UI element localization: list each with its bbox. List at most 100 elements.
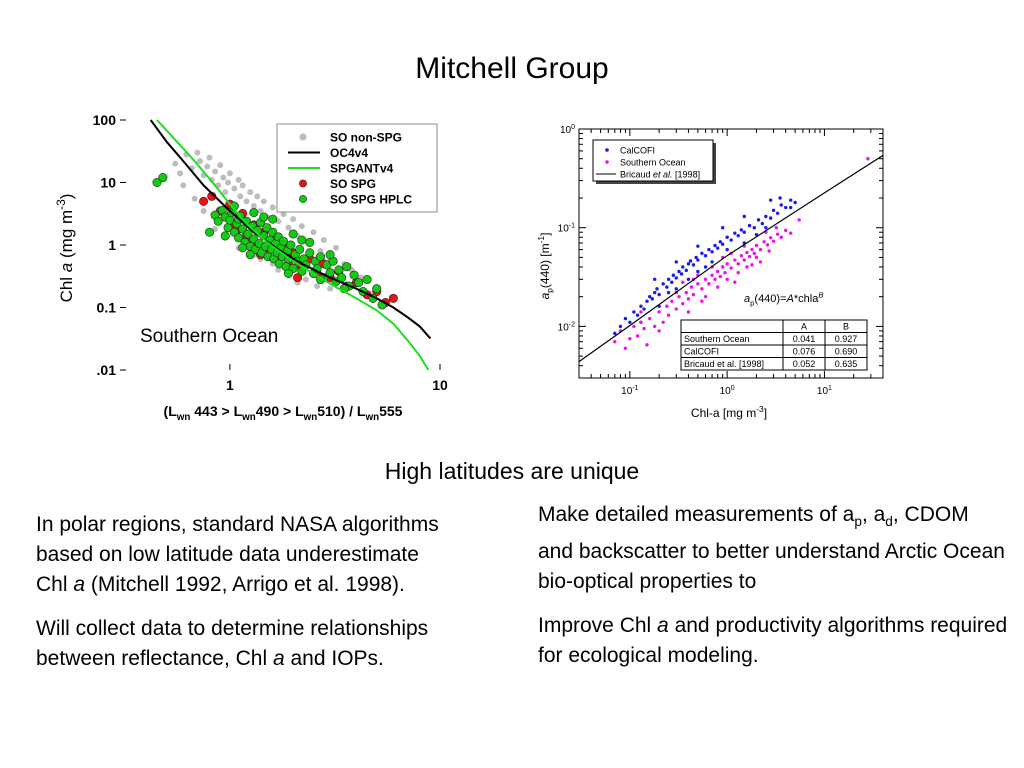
- point-southern-ocean: [632, 324, 636, 329]
- point-southern-ocean: [797, 218, 801, 222]
- point-calcofi: [775, 211, 780, 215]
- point-calcofi: [742, 230, 746, 234]
- point-calcofi: [613, 331, 617, 336]
- legend-marker-southern-ocean: [605, 160, 609, 164]
- point-calcofi: [688, 259, 693, 263]
- point-southern-ocean: [762, 240, 766, 244]
- point-so-non-spg: [200, 207, 207, 214]
- point-so-non-spg: [275, 266, 282, 273]
- point-southern-ocean: [635, 334, 640, 338]
- point-so-non-spg: [269, 204, 276, 211]
- point-calcofi: [657, 292, 661, 297]
- point-southern-ocean: [700, 299, 704, 303]
- point-so-spg: [199, 196, 209, 206]
- coef-table-header: A: [801, 322, 807, 332]
- point-southern-ocean: [752, 251, 756, 256]
- point-so-non-spg: [225, 179, 232, 186]
- point-calcofi: [661, 282, 665, 286]
- legend-label-spgantv4: SPGANTv4: [330, 162, 394, 176]
- point-calcofi: [681, 265, 685, 269]
- point-calcofi: [710, 250, 714, 254]
- point-calcofi: [635, 313, 640, 317]
- point-southern-ocean: [725, 262, 729, 266]
- y-tick-label: 1: [108, 237, 116, 253]
- point-calcofi: [768, 216, 773, 220]
- point-calcofi: [703, 265, 708, 269]
- point-calcofi: [632, 310, 636, 314]
- point-so-spg-hplc: [243, 229, 253, 239]
- point-calcofi: [653, 290, 657, 295]
- legend-marker-calcofi: [605, 148, 609, 152]
- point-calcofi: [736, 233, 740, 238]
- point-calcofi: [679, 272, 684, 276]
- legend-label-bricaud-et-al-1998: Bricaud et al. [1998]: [620, 170, 700, 180]
- point-so-spg-hplc: [213, 216, 223, 226]
- y-tick-label: 0.1: [97, 300, 117, 316]
- point-southern-ocean: [784, 228, 788, 233]
- line-oc4v4: [149, 119, 432, 340]
- coef-table-cell: CalCOFI: [684, 347, 719, 357]
- point-calcofi: [752, 225, 756, 230]
- point-calcofi: [788, 198, 793, 202]
- point-calcofi: [677, 269, 681, 274]
- point-so-non-spg: [180, 182, 187, 189]
- point-so-spg-hplc: [152, 178, 162, 188]
- point-calcofi: [665, 285, 669, 289]
- point-so-spg-hplc: [234, 233, 244, 243]
- point-so-spg-hplc: [295, 244, 305, 254]
- point-so-non-spg: [243, 198, 250, 205]
- point-southern-ocean: [775, 232, 780, 236]
- point-calcofi: [686, 277, 691, 282]
- point-southern-ocean: [639, 310, 643, 314]
- point-calcofi: [716, 246, 720, 250]
- point-southern-ocean: [691, 292, 696, 297]
- point-so-non-spg: [239, 182, 246, 189]
- point-calcofi: [666, 290, 671, 295]
- line-spgantv4: [156, 119, 430, 371]
- point-so-non-spg: [206, 154, 213, 161]
- point-calcofi: [700, 251, 704, 256]
- point-calcofi: [674, 287, 678, 291]
- point-southern-ocean: [742, 258, 746, 262]
- point-calcofi: [684, 268, 688, 273]
- point-calcofi: [650, 297, 654, 301]
- point-southern-ocean: [716, 269, 720, 274]
- point-so-non-spg: [320, 237, 327, 244]
- point-so-spg-hplc: [334, 265, 344, 275]
- y-axis-label: ap(440) [m-1]: [536, 233, 554, 300]
- chart-annotation: Southern Ocean: [140, 326, 278, 347]
- point-calcofi: [653, 277, 657, 282]
- point-calcofi: [764, 214, 768, 219]
- point-southern-ocean: [771, 239, 776, 243]
- point-so-non-spg: [247, 189, 254, 196]
- point-southern-ocean: [750, 247, 754, 252]
- point-so-non-spg: [220, 174, 227, 181]
- point-so-non-spg: [231, 185, 238, 192]
- x-tick-label: 101​: [817, 385, 832, 397]
- point-so-non-spg: [314, 283, 321, 290]
- right-paragraph-2: Improve Chl a and productivity algorithm…: [538, 614, 1008, 668]
- left-paragraph-2: Will collect data to determine relations…: [36, 617, 429, 670]
- point-southern-ocean: [689, 285, 694, 289]
- point-southern-ocean: [788, 231, 793, 235]
- point-southern-ocean: [733, 280, 737, 284]
- point-calcofi: [720, 242, 725, 246]
- point-so-spg-hplc: [362, 275, 372, 285]
- point-calcofi: [713, 243, 717, 248]
- point-calcofi: [729, 238, 733, 242]
- right-text-block: Make detailed measurements of ap, ad, CD…: [538, 500, 1008, 685]
- point-calcofi: [747, 223, 752, 228]
- left-paragraph-1: In polar regions, standard NASA algorith…: [36, 513, 439, 596]
- point-calcofi: [686, 262, 691, 266]
- legend-label-so-non-spg: SO non-SPG: [330, 131, 402, 145]
- point-so-non-spg: [298, 223, 305, 230]
- point-southern-ocean: [657, 329, 661, 333]
- point-southern-ocean: [653, 324, 657, 329]
- point-southern-ocean: [754, 255, 759, 260]
- point-so-non-spg: [217, 162, 224, 169]
- point-southern-ocean: [725, 277, 729, 282]
- point-southern-ocean: [661, 320, 665, 325]
- legend-label-southern-ocean: Southern Ocean: [620, 158, 686, 168]
- point-so-non-spg: [212, 168, 219, 175]
- point-so-spg-hplc: [245, 250, 255, 260]
